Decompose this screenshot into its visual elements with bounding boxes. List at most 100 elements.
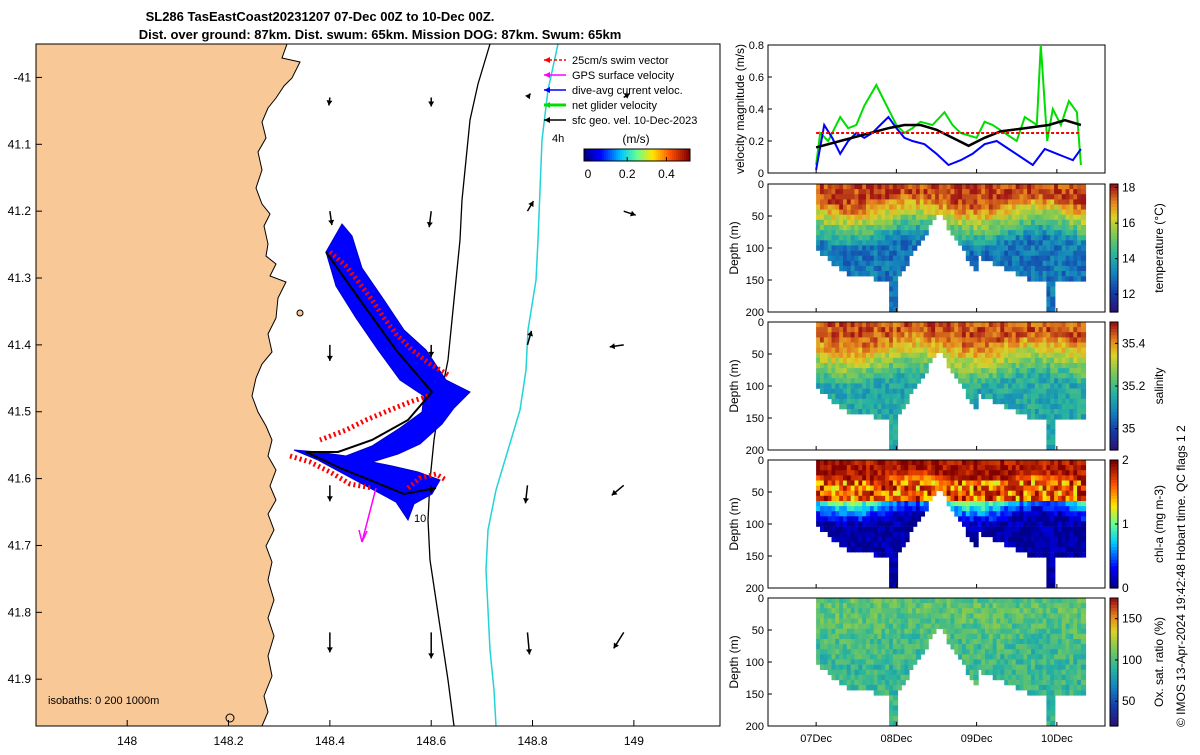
section-cell [816, 194, 822, 200]
section-cell [862, 669, 868, 676]
section-cell [1077, 327, 1083, 333]
section-cell [965, 598, 971, 604]
section-cell [839, 501, 845, 507]
section-cell [1031, 485, 1037, 491]
section-cell [873, 669, 879, 676]
section-cell [823, 240, 829, 246]
section-colorbar-cell [1110, 212, 1118, 217]
depth-tick-label: 200 [746, 583, 764, 595]
section-cell [877, 501, 883, 507]
section-cell [839, 378, 845, 384]
section-cell [923, 480, 929, 486]
section-cell [977, 608, 983, 614]
section-cell [904, 373, 910, 379]
colorbar-cell [684, 149, 687, 161]
section-cell [985, 511, 991, 517]
section-cell [1061, 260, 1067, 267]
section-cell [873, 219, 879, 226]
section-cell [1034, 511, 1041, 517]
section-cell [1077, 603, 1083, 609]
section-cell [1077, 547, 1083, 553]
section-cell [850, 199, 856, 205]
section-cell [1057, 649, 1064, 655]
section-cell [820, 322, 826, 328]
section-colorbar-cell [1110, 267, 1118, 271]
section-cell [1050, 255, 1056, 262]
section-cell [866, 618, 872, 624]
section-cell [846, 403, 852, 410]
section-cell [1031, 654, 1037, 660]
section-cell [1023, 322, 1029, 328]
section-cell [1027, 516, 1033, 522]
section-cell [1080, 414, 1087, 420]
section-cell [862, 260, 868, 267]
section-cell [1042, 204, 1048, 210]
section-cell [1054, 618, 1060, 624]
section-cell [881, 674, 887, 681]
section-cell [973, 347, 979, 353]
section-cell [820, 649, 826, 655]
section-cell [1034, 506, 1041, 512]
section-cell [1004, 204, 1010, 210]
section-cell [1080, 664, 1087, 670]
section-cell [850, 194, 856, 200]
section-cell [923, 322, 929, 328]
section-cell [919, 235, 925, 241]
section-cell [877, 409, 883, 415]
section-cell [889, 245, 895, 251]
section-cell [873, 516, 879, 522]
section-cell [1057, 240, 1064, 246]
section-cell [892, 639, 899, 645]
section-cell [835, 516, 841, 522]
section-cell [1080, 623, 1087, 629]
section-cell [977, 368, 983, 374]
section-cell [981, 475, 987, 481]
section-cell [1050, 240, 1056, 246]
section-cell [1050, 475, 1056, 481]
section-cell [985, 214, 991, 221]
section-cell [889, 572, 895, 578]
section-cell [858, 245, 864, 251]
section-cell [969, 393, 975, 400]
section-cell [1004, 209, 1010, 215]
section-cell [889, 654, 895, 660]
map-xtick-label: 148.4 [315, 734, 345, 748]
section-cell [881, 327, 887, 333]
section-cell [962, 480, 968, 486]
section-cell [915, 373, 922, 379]
colorbar-tick-label: 0 [585, 167, 592, 181]
section-cell [1065, 598, 1071, 604]
section-cell [816, 495, 822, 502]
section-cell [1046, 347, 1052, 353]
section-colorbar-cell [1110, 379, 1118, 384]
section-colorbar-cell [1110, 443, 1118, 448]
section-cell [1000, 511, 1006, 517]
section-cell [877, 209, 883, 215]
section-cell [892, 613, 899, 619]
section-cell [1046, 669, 1052, 676]
section-cell [1065, 659, 1071, 665]
section-cell [862, 255, 868, 262]
section-cell [1073, 649, 1079, 655]
section-cell [1069, 485, 1075, 491]
section-cell [1034, 250, 1041, 256]
section-cell [816, 342, 822, 348]
section-cell [919, 470, 925, 476]
section-cell [820, 219, 826, 226]
section-cell [1042, 669, 1048, 676]
section-cell [1011, 199, 1018, 205]
section-cell [992, 674, 998, 681]
section-cell [881, 608, 887, 614]
section-cell [1050, 613, 1056, 619]
section-cell [1073, 357, 1079, 364]
section-cell [981, 235, 987, 241]
section-cell [877, 475, 883, 481]
section-cell [1038, 536, 1044, 543]
time-axis: 07Dec 08Dec 09Dec 10Dec [800, 733, 1073, 745]
section-cell [854, 649, 860, 655]
section-cell [1080, 337, 1087, 343]
section-cell [962, 470, 968, 476]
section-cell [973, 511, 979, 517]
section-cell [927, 618, 933, 624]
section-cell [854, 194, 860, 200]
